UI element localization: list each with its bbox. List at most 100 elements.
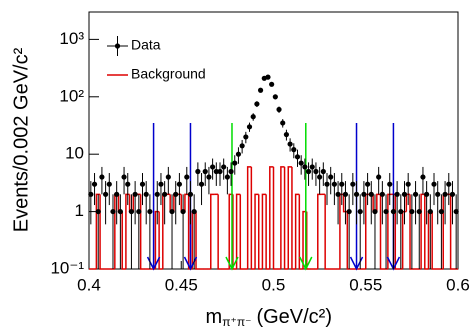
background-bin bbox=[250, 166, 256, 270]
data-point bbox=[165, 174, 171, 180]
data-point bbox=[128, 208, 135, 215]
data-point bbox=[180, 208, 186, 215]
data-point bbox=[272, 94, 278, 100]
data-point bbox=[368, 191, 374, 197]
background-bin bbox=[342, 194, 348, 213]
background-bin bbox=[420, 193, 425, 269]
data-point bbox=[405, 181, 411, 187]
data-point bbox=[88, 191, 94, 197]
data-point bbox=[106, 181, 112, 187]
y-tick-label: 10² bbox=[59, 86, 84, 105]
data-point bbox=[265, 74, 271, 80]
x-tick-label: 0.55 bbox=[349, 275, 382, 294]
data-point bbox=[305, 168, 312, 175]
data-point bbox=[206, 174, 212, 180]
background-bin bbox=[257, 194, 263, 270]
data-point bbox=[442, 191, 448, 197]
data-point bbox=[409, 208, 415, 215]
background-bin bbox=[99, 194, 104, 270]
data-point bbox=[379, 191, 385, 197]
x-tick-label: 0.45 bbox=[165, 275, 198, 294]
data-point bbox=[350, 181, 356, 187]
background-bin bbox=[283, 166, 289, 270]
data-point bbox=[298, 160, 304, 166]
data-point bbox=[217, 168, 223, 175]
data-point bbox=[412, 191, 419, 197]
data-point bbox=[117, 208, 123, 215]
background-bin bbox=[210, 193, 215, 269]
data-point bbox=[235, 151, 242, 157]
background-bin bbox=[261, 193, 267, 269]
data-point bbox=[383, 208, 389, 215]
background-bin bbox=[394, 194, 399, 270]
x-tick-label: 0.5 bbox=[262, 275, 286, 294]
data-point bbox=[287, 141, 293, 147]
data-point bbox=[364, 181, 371, 187]
data-point bbox=[143, 191, 149, 197]
data-point bbox=[224, 174, 230, 180]
data-point bbox=[213, 168, 219, 175]
x-tick-label: 0.6 bbox=[446, 275, 470, 294]
data-point bbox=[346, 208, 352, 215]
data-point bbox=[239, 143, 245, 149]
y-tick-label: 1 bbox=[75, 201, 84, 220]
data-point bbox=[446, 181, 452, 187]
background-bin bbox=[254, 193, 259, 269]
background-bin bbox=[121, 211, 126, 270]
data-point bbox=[328, 174, 334, 180]
background-bin bbox=[246, 166, 252, 269]
data-point bbox=[246, 124, 253, 130]
data-point bbox=[372, 208, 378, 215]
data-point bbox=[221, 164, 227, 170]
data-point bbox=[309, 164, 315, 170]
data-point bbox=[103, 191, 109, 197]
background-bin bbox=[95, 193, 101, 269]
background-bin bbox=[294, 193, 300, 269]
background-bin bbox=[154, 210, 160, 269]
background-bin bbox=[365, 193, 370, 269]
data-point bbox=[390, 208, 397, 215]
data-point bbox=[294, 154, 301, 160]
arrow bbox=[225, 122, 239, 271]
background-bin bbox=[139, 194, 145, 270]
background-bin bbox=[291, 166, 296, 270]
background-bin bbox=[280, 166, 285, 269]
data-point bbox=[401, 191, 408, 197]
data-point bbox=[176, 181, 183, 187]
x-label-unit: (GeV/c²) bbox=[256, 306, 332, 328]
data-point bbox=[162, 191, 168, 197]
background-bin bbox=[317, 193, 322, 269]
data-point bbox=[353, 191, 360, 197]
data-point bbox=[420, 174, 426, 180]
data-point bbox=[125, 181, 131, 187]
data-point bbox=[91, 181, 98, 187]
background-bin bbox=[125, 193, 130, 269]
y-tick-label: 10⁻¹ bbox=[50, 258, 84, 277]
data-point bbox=[191, 208, 197, 215]
data-point bbox=[243, 134, 249, 140]
data-point bbox=[416, 208, 422, 215]
data-point bbox=[431, 181, 437, 187]
data-point bbox=[147, 208, 153, 215]
background-bin bbox=[346, 211, 351, 270]
data-point bbox=[114, 191, 120, 197]
background-bin bbox=[424, 194, 429, 270]
background-bin bbox=[449, 194, 455, 270]
background-bin bbox=[324, 194, 329, 270]
data-point bbox=[453, 208, 459, 215]
data-point bbox=[254, 101, 260, 107]
background-bin bbox=[232, 194, 237, 270]
data-point bbox=[169, 208, 175, 215]
x-label-symbol: m bbox=[206, 306, 223, 328]
data-point bbox=[250, 114, 256, 120]
data-point bbox=[228, 168, 234, 175]
data-point bbox=[158, 181, 164, 187]
data-point bbox=[317, 174, 323, 180]
data-point bbox=[195, 168, 201, 175]
x-tick-label: 0.4 bbox=[77, 275, 101, 294]
data-point bbox=[276, 106, 282, 113]
data-point bbox=[187, 191, 194, 197]
data-point bbox=[302, 164, 308, 170]
background-bin bbox=[158, 211, 163, 270]
